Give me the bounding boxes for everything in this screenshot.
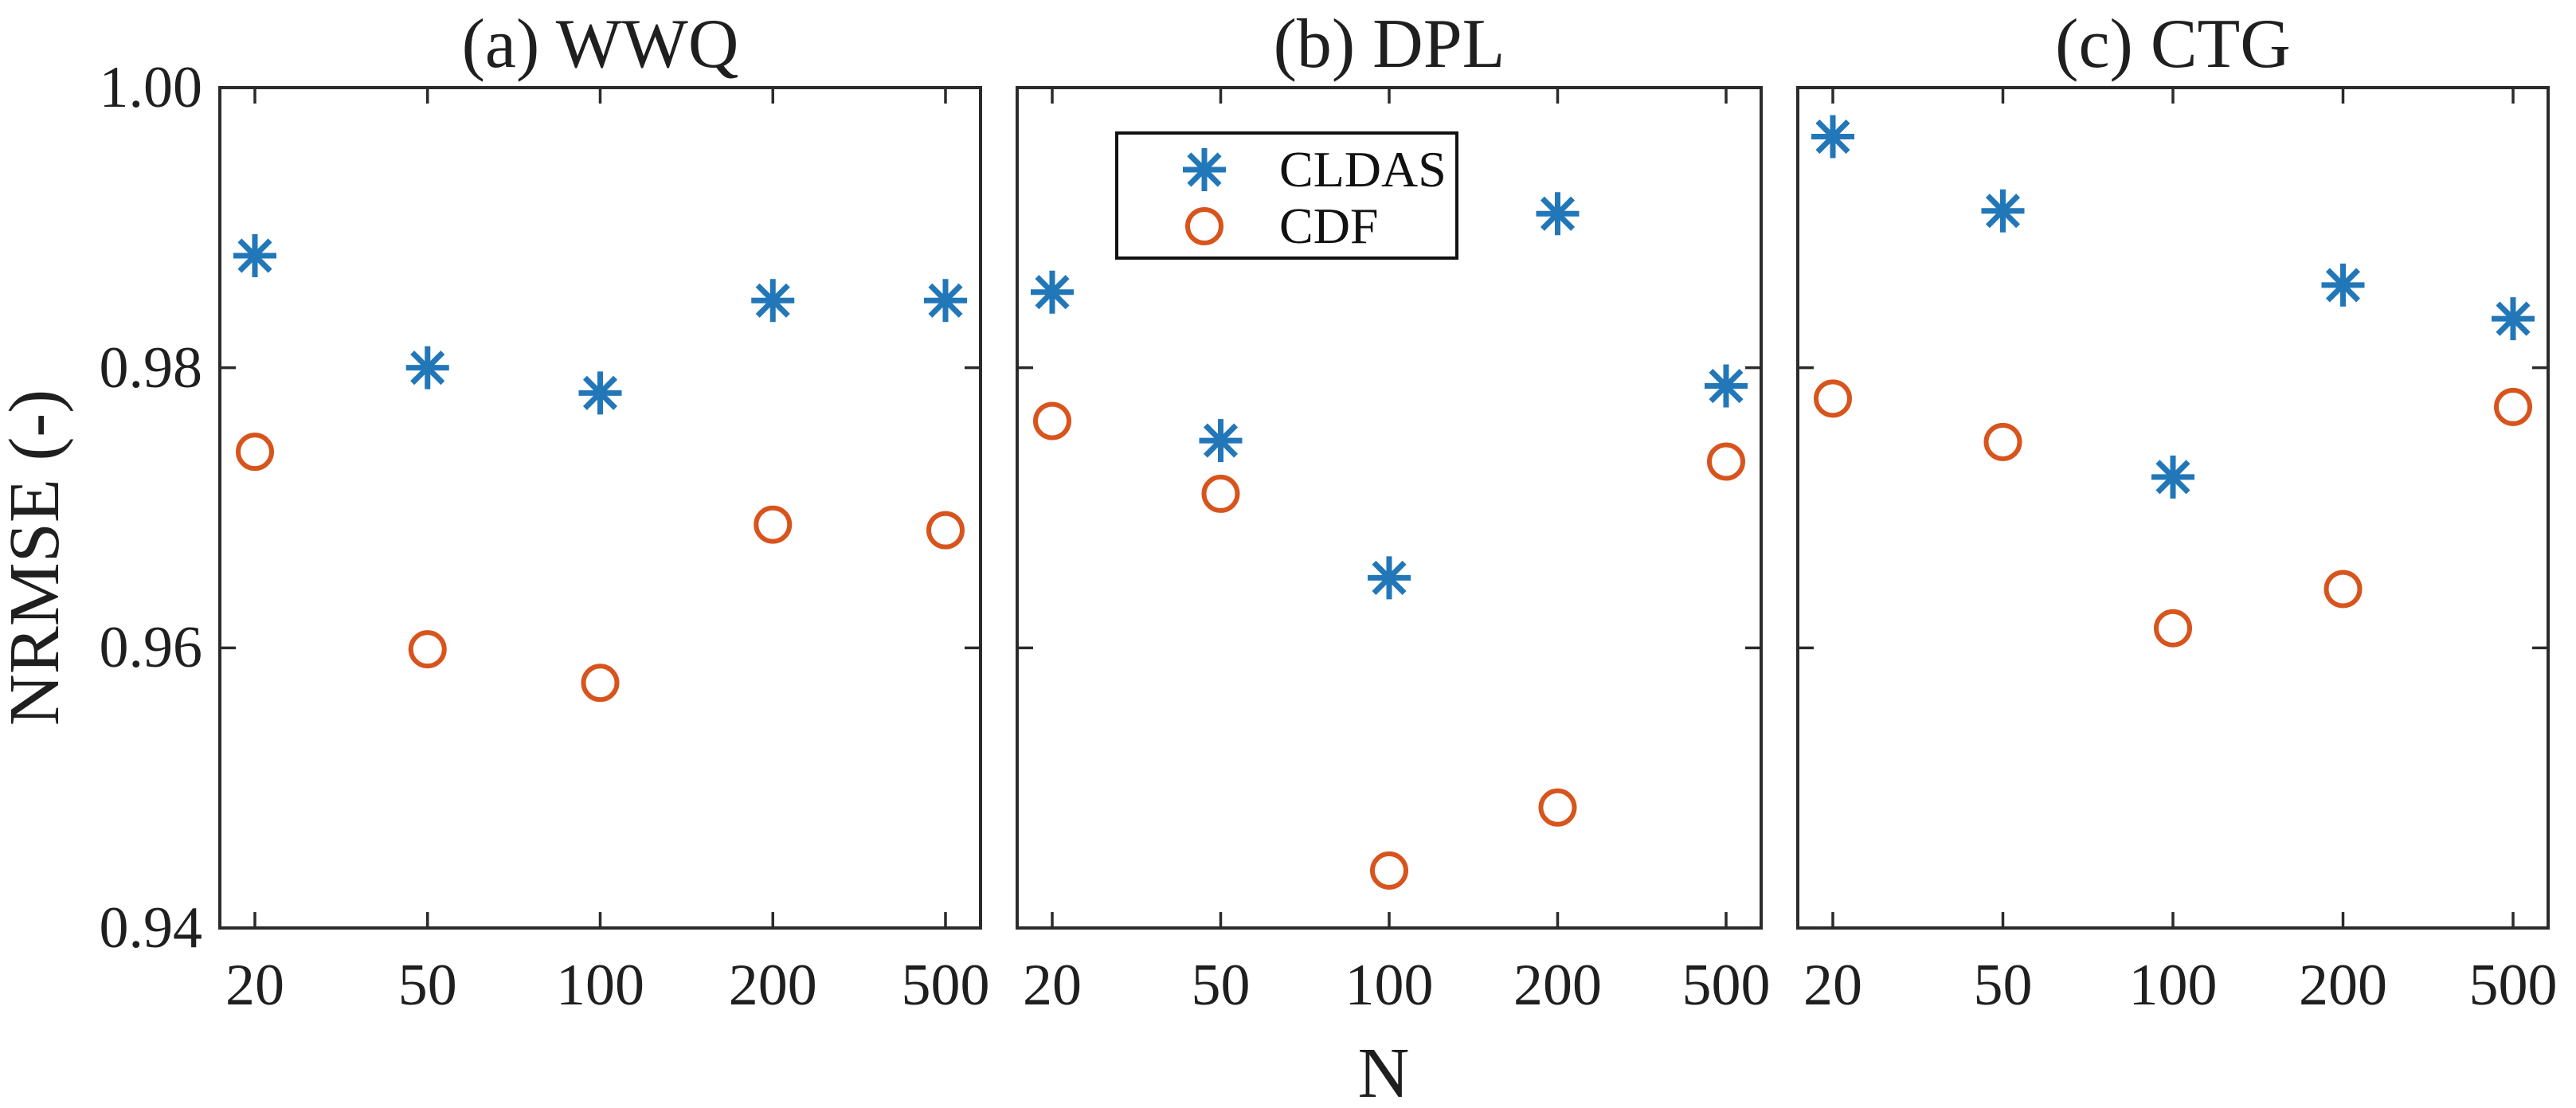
- cldas-marker: [1811, 115, 1854, 159]
- cldas-marker: [1705, 364, 1748, 408]
- cldas-marker: [1199, 419, 1243, 463]
- x-tick-label: 500: [1681, 953, 1771, 1018]
- cdf-marker: [2154, 609, 2192, 648]
- cldas-marker: [405, 346, 449, 390]
- x-tick-label: 200: [728, 953, 817, 1018]
- cdf-marker: [2494, 387, 2532, 426]
- y-tick-label: 0.96: [99, 615, 203, 681]
- y-tick-label: 0.98: [99, 335, 203, 401]
- legend-box: [1115, 131, 1458, 260]
- cldas-marker: [924, 279, 967, 323]
- cdf-marker: [408, 630, 447, 669]
- legend-label-cdf: CDF: [1279, 198, 1379, 254]
- x-tick-label: 100: [556, 953, 644, 1018]
- panel-a-title: (a) WWQ: [461, 6, 739, 83]
- cldas-marker: [1981, 189, 2025, 233]
- x-tick-label: 50: [397, 953, 457, 1018]
- cdf-marker: [1538, 788, 1577, 827]
- cdf-marker: [1814, 379, 1852, 418]
- x-tick-label: 200: [1513, 953, 1602, 1018]
- cldas-marker: [2492, 297, 2535, 341]
- cldas-marker: [1031, 270, 1074, 314]
- cdf-marker: [2323, 570, 2363, 609]
- cdf-marker: [581, 664, 620, 703]
- cldas-marker: [1536, 192, 1580, 236]
- x-tick-label: 500: [901, 953, 990, 1018]
- cdf-marker: [1201, 474, 1240, 513]
- y-tick-label: 0.94: [99, 895, 203, 961]
- x-tick-label: 20: [1023, 953, 1082, 1018]
- x-axis-label: N: [1357, 1034, 1410, 1108]
- panel-c-title: (c) CTG: [2055, 6, 2291, 83]
- cdf-marker: [1707, 442, 1745, 481]
- x-tick-label: 50: [1973, 953, 2033, 1018]
- x-tick-label: 50: [1191, 953, 1251, 1018]
- x-tick-label: 100: [1345, 953, 1434, 1018]
- x-tick-label: 20: [225, 953, 284, 1018]
- legend-cdf-marker: [1185, 207, 1223, 245]
- panel-b-title: (b) DPL: [1273, 6, 1505, 83]
- x-tick-label: 200: [2299, 953, 2387, 1018]
- cdf-marker: [1983, 422, 2022, 461]
- legend-cldas-marker: [1183, 148, 1226, 191]
- cdf-marker: [926, 511, 965, 550]
- cdf-marker: [1033, 401, 1071, 440]
- cldas-marker: [751, 279, 795, 323]
- cldas-marker: [2321, 263, 2365, 307]
- y-tick-label: 1.00: [99, 55, 203, 120]
- cldas-marker: [2151, 455, 2194, 499]
- panel-a-box: [218, 86, 982, 930]
- cdf-marker: [236, 433, 274, 472]
- cldas-marker: [578, 371, 622, 415]
- x-tick-label: 100: [2128, 953, 2218, 1018]
- cdf-marker: [754, 505, 793, 544]
- cldas-marker: [1368, 556, 1411, 600]
- cdf-marker: [1370, 851, 1408, 890]
- panel-c-box: [1796, 86, 2550, 930]
- cldas-marker: [233, 234, 276, 277]
- x-tick-label: 20: [1803, 953, 1862, 1018]
- legend-label-cldas: CLDAS: [1279, 141, 1447, 198]
- x-tick-label: 500: [2468, 953, 2558, 1018]
